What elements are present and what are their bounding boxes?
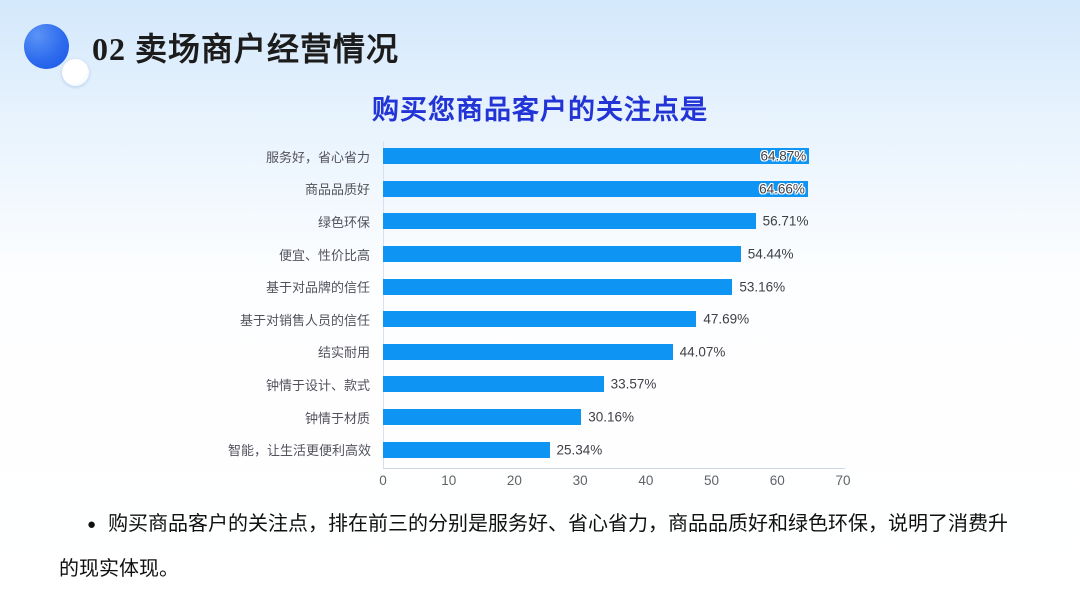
value-label: 30.16% (588, 409, 634, 425)
value-label: 33.57% (610, 376, 657, 392)
chart-row: 便宜、性价比高 54.44% (228, 238, 843, 271)
category-label: 服务好，省心省力 (265, 149, 370, 165)
bar (383, 180, 808, 197)
x-tick-label: 20 (506, 473, 522, 488)
category-label: 商品品质好 (304, 182, 370, 198)
chart-row: 服务好，省心省力 64.87% (228, 140, 843, 173)
chart-row: 绿色环保 56.71% (228, 205, 843, 238)
bar (383, 278, 733, 295)
logo-white-circle (62, 59, 89, 86)
category-label: 基于对销售人员的信任 (239, 312, 370, 328)
chart-row: 基于对销售人员的信任 47.69% (228, 303, 843, 336)
bar-track: 64.87% (383, 140, 843, 173)
x-tick-label: 0 (379, 473, 387, 488)
bar-track: 44.07% (383, 336, 843, 369)
chart-row: 基于对品牌的信任 53.16% (228, 270, 843, 303)
bar-track: 56.71% (383, 205, 843, 238)
category-label: 钟情于材质 (304, 410, 370, 426)
bar (383, 376, 604, 393)
logo-icon (24, 23, 89, 86)
bar (383, 148, 810, 165)
x-tick-label: 40 (638, 473, 654, 488)
bar-track: 47.69% (383, 303, 843, 336)
bar-chart: 服务好，省心省力 64.87% 商品品质好 64.66% 绿色环保 56.71% 便宜、性价… (228, 140, 868, 500)
category-label: 绿色环保 (317, 214, 370, 230)
value-label: 53.16% (739, 279, 786, 295)
y-axis-line (383, 141, 384, 468)
chart-rows: 服务好，省心省力 64.87% 商品品质好 64.66% 绿色环保 56.71% 便宜、性价… (228, 140, 843, 466)
category-label: 结实耐用 (317, 345, 370, 361)
bar-track: 33.57% (383, 368, 843, 401)
bar-track: 54.44% (383, 238, 843, 271)
x-tick-label: 60 (769, 473, 785, 488)
chart-row: 钟情于材质 30.16% (228, 401, 843, 434)
chart-row: 钟情于设计、款式 33.57% (228, 368, 843, 401)
summary-note: ● 购买商品客户的关注点，排在前三的分别是服务好、省心省力，商品品质好和绿色环保，… (59, 502, 1026, 591)
category-label: 钟情于设计、款式 (265, 377, 370, 393)
category-label: 便宜、性价比高 (278, 247, 370, 263)
value-label: 54.44% (747, 246, 794, 262)
bar-track: 64.66% (383, 173, 843, 206)
logo-blue-circle (24, 24, 69, 69)
bar-track: 53.16% (383, 270, 843, 303)
chart-title: 购买您商品客户的关注点是 (372, 95, 708, 125)
bar (383, 213, 756, 230)
value-label: 25.34% (556, 442, 603, 458)
bar (383, 311, 697, 328)
x-tick-label: 10 (441, 473, 457, 488)
bar (383, 441, 550, 458)
x-tick-label: 30 (572, 473, 588, 488)
chart-row: 商品品质好 64.66% (228, 173, 843, 206)
bar (383, 246, 741, 263)
value-label: 64.87% (760, 148, 807, 164)
summary-note-text: 购买商品客户的关注点，排在前三的分别是服务好、省心省力，商品品质好和绿色环保，说… (59, 513, 1009, 580)
category-label: 智能，让生活更便利高效 (228, 443, 372, 459)
value-label: 56.71% (762, 213, 809, 229)
bar (383, 343, 673, 360)
value-label: 64.66% (759, 181, 805, 197)
bar-track: 25.34% (383, 433, 843, 466)
bar (383, 409, 582, 426)
x-axis-ticks: 0 10 20 30 40 50 60 70 (379, 473, 850, 491)
chart-row: 结实耐用 44.07% (228, 336, 843, 369)
bar-track: 30.16% (383, 401, 843, 434)
section-title: 02 卖场商户经营情况 (92, 31, 400, 67)
bullet-icon: ● (87, 517, 97, 533)
x-axis-line (383, 468, 845, 469)
x-tick-label: 70 (835, 473, 851, 488)
chart-row: 智能，让生活更便利高效 25.34% (228, 433, 843, 466)
x-tick-label: 50 (704, 473, 720, 488)
category-label: 基于对品牌的信任 (265, 280, 370, 296)
value-label: 47.69% (703, 311, 750, 327)
value-label: 44.07% (679, 344, 726, 360)
